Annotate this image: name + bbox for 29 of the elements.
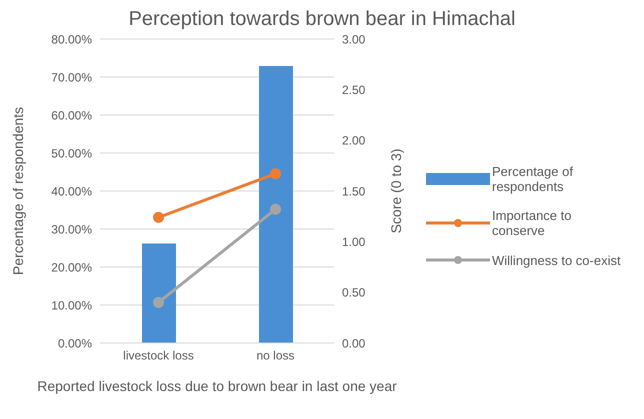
x-tick-label: no loss xyxy=(256,348,295,363)
point xyxy=(153,296,164,308)
y-tick-label: 50.00% xyxy=(51,146,92,160)
y-tick-label: 70.00% xyxy=(51,70,92,84)
y2-tick-label: 0.00 xyxy=(342,336,366,350)
y2-tick-label: 1.00 xyxy=(342,234,366,249)
y2-tick-label: 2.50 xyxy=(342,82,366,97)
y2-tick-label: 2.00 xyxy=(342,134,366,148)
y-tick-label: 80.00% xyxy=(51,32,92,46)
y2-tick-label: 1.50 xyxy=(342,184,366,198)
y-tick-label: 0.00% xyxy=(58,336,92,350)
y-axis-title: Percentage of respondents xyxy=(10,106,26,276)
x-tick-label: livestock loss xyxy=(123,348,194,363)
y-tick-label: 10.00% xyxy=(51,298,92,312)
y2-tick-label: 3.00 xyxy=(342,32,366,46)
legend-label: Importance to conserve xyxy=(492,208,572,238)
point xyxy=(270,204,281,215)
y2-axis-title: Score (0 to 3) xyxy=(388,148,404,234)
y-tick-label: 40.00% xyxy=(51,184,92,198)
y-tick-label: 20.00% xyxy=(51,260,92,274)
point xyxy=(153,212,164,223)
x-axis-title: Reported livestock loss due to brown bear in last one year xyxy=(37,378,398,394)
point xyxy=(270,168,281,180)
y-tick-label: 30.00% xyxy=(51,222,92,236)
chart-title: Perception towards brown bear in Himachal xyxy=(128,8,516,31)
legend-label: Percentage of respondents xyxy=(492,164,574,194)
legend-label: Willingness to co-exist xyxy=(492,252,621,268)
y2-tick-label: 0.50 xyxy=(342,286,366,300)
y-tick-label: 60.00% xyxy=(51,108,92,122)
